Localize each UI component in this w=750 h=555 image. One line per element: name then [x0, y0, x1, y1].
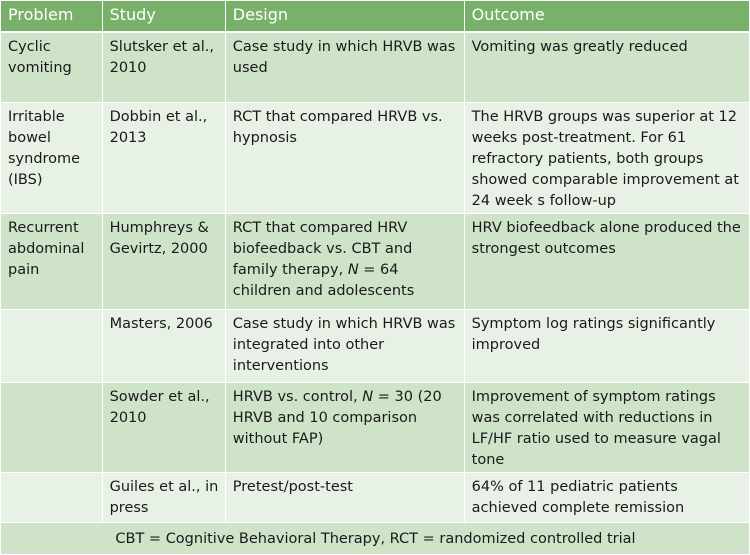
- table-row: Guiles et al., in press Pretest/post-tes…: [0, 471, 750, 523]
- cell-design: RCT that compared HRV biofeedback vs. CB…: [224, 212, 465, 310]
- cell-problem: Recurrent abdominal pain: [0, 212, 103, 310]
- table-row: Masters, 2006 Case study in which HRVB w…: [0, 308, 750, 383]
- design-n: N: [347, 261, 359, 278]
- cell-study: Masters, 2006: [101, 308, 226, 383]
- cell-design: Case study in which HRVB was used: [224, 31, 465, 103]
- cell-design: HRVB vs. control, N = 30 (20 HRVB and 10…: [224, 381, 465, 473]
- design-text: RCT that compared HRV biofeedback vs. CB…: [232, 219, 413, 278]
- header-design: Design: [224, 0, 465, 33]
- cell-design: Case study in which HRVB was integrated …: [224, 308, 465, 383]
- cell-outcome: Improvement of symptom ratings was corre…: [463, 381, 750, 473]
- design-text: HRVB vs. control,: [232, 388, 363, 405]
- cell-problem: [0, 381, 103, 473]
- header-outcome: Outcome: [463, 0, 750, 33]
- table-row: Recurrent abdominal pain Humphreys & Gev…: [0, 212, 750, 310]
- cell-outcome: 64% of 11 pediatric patients achieved co…: [463, 471, 750, 523]
- cell-outcome: The HRVB groups was superior at 12 weeks…: [463, 101, 750, 214]
- table-row: Cyclic vomiting Slutsker et al., 2010 Ca…: [0, 31, 750, 103]
- table-row: Sowder et al., 2010 HRVB vs. control, N …: [0, 381, 750, 473]
- cell-study: Slutsker et al., 2010: [101, 31, 226, 103]
- cell-problem: Cyclic vomiting: [0, 31, 103, 103]
- cell-problem: Irritable bowel syndrome (IBS): [0, 101, 103, 214]
- header-study: Study: [101, 0, 226, 33]
- cell-study: Dobbin et al., 2013: [101, 101, 226, 214]
- cell-problem: [0, 471, 103, 523]
- design-text: = 30 (20 HRVB and 10 comparison without …: [232, 388, 442, 447]
- cell-design: Pretest/post-test: [224, 471, 465, 523]
- cell-outcome: Vomiting was greatly reduced: [463, 31, 750, 103]
- cell-study: Guiles et al., in press: [101, 471, 226, 523]
- cell-study: Sowder et al., 2010: [101, 381, 226, 473]
- cell-outcome: Symptom log ratings significantly improv…: [463, 308, 750, 383]
- design-text: = 64 children and adolescents: [232, 261, 415, 299]
- header-problem: Problem: [0, 0, 103, 33]
- cell-design: RCT that compared HRVB vs. hypnosis: [224, 101, 465, 214]
- footer-row: CBT = Cognitive Behavioral Therapy, RCT …: [0, 521, 750, 555]
- cell-outcome: HRV biofeedback alone produced the stron…: [463, 212, 750, 310]
- header-row: Problem Study Design Outcome: [0, 0, 750, 33]
- design-n: N: [362, 388, 374, 405]
- table-row: Irritable bowel syndrome (IBS) Dobbin et…: [0, 101, 750, 214]
- footnote: CBT = Cognitive Behavioral Therapy, RCT …: [0, 521, 750, 555]
- cell-problem: [0, 308, 103, 383]
- cell-study: Humphreys & Gevirtz, 2000: [101, 212, 226, 310]
